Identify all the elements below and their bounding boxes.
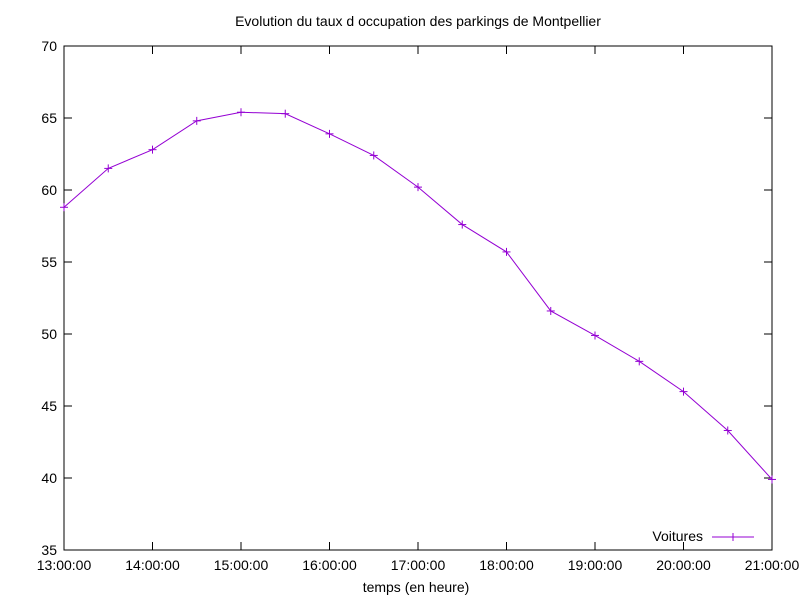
x-tick-label: 19:00:00 <box>568 557 623 573</box>
data-point <box>281 109 290 118</box>
series-layer <box>60 108 776 484</box>
x-tick-label: 18:00:00 <box>479 557 534 573</box>
legend-swatch-marker <box>729 533 737 541</box>
data-point <box>768 475 776 484</box>
y-tick-label: 45 <box>41 398 57 414</box>
chart-title: Evolution du taux d occupation des parki… <box>235 13 601 29</box>
y-axis: 35 40 45 50 55 60 65 70 <box>41 38 772 558</box>
legend: Voitures <box>652 528 754 544</box>
data-point <box>458 220 467 229</box>
y-tick-label: 50 <box>41 326 57 342</box>
x-tick-label: 14:00:00 <box>125 557 180 573</box>
y-tick-label: 40 <box>41 470 57 486</box>
data-point <box>104 164 113 173</box>
legend-label: Voitures <box>652 528 703 544</box>
data-point <box>546 306 555 315</box>
x-axis-label: temps (en heure) <box>363 579 470 595</box>
data-point <box>591 331 599 340</box>
y-tick-label: 55 <box>41 254 57 270</box>
y-tick-label: 60 <box>41 182 57 198</box>
x-tick-label: 20:00:00 <box>656 557 711 573</box>
x-tick-label: 15:00:00 <box>214 557 269 573</box>
x-tick-label: 16:00:00 <box>302 557 357 573</box>
data-point <box>414 183 422 192</box>
data-point <box>723 426 732 435</box>
plot-frame <box>63 45 773 551</box>
y-tick-label: 35 <box>41 542 57 558</box>
x-axis: 13:00:00 14:00:00 15:00:00 16:00:00 17:00:00… <box>37 46 800 573</box>
x-tick-label: 21:00:00 <box>745 557 800 573</box>
x-tick-label: 13:00:00 <box>37 557 92 573</box>
y-tick-label: 70 <box>41 38 57 54</box>
series-line <box>63 111 773 480</box>
data-point <box>237 108 245 117</box>
data-point <box>325 129 334 138</box>
x-tick-label: 17:00:00 <box>391 557 446 573</box>
data-point <box>148 145 157 154</box>
data-point <box>679 387 688 396</box>
data-point <box>635 357 644 366</box>
data-point <box>60 203 68 212</box>
data-point <box>502 247 511 256</box>
data-point <box>192 116 201 125</box>
data-point <box>369 151 378 160</box>
y-tick-label: 65 <box>41 110 57 126</box>
